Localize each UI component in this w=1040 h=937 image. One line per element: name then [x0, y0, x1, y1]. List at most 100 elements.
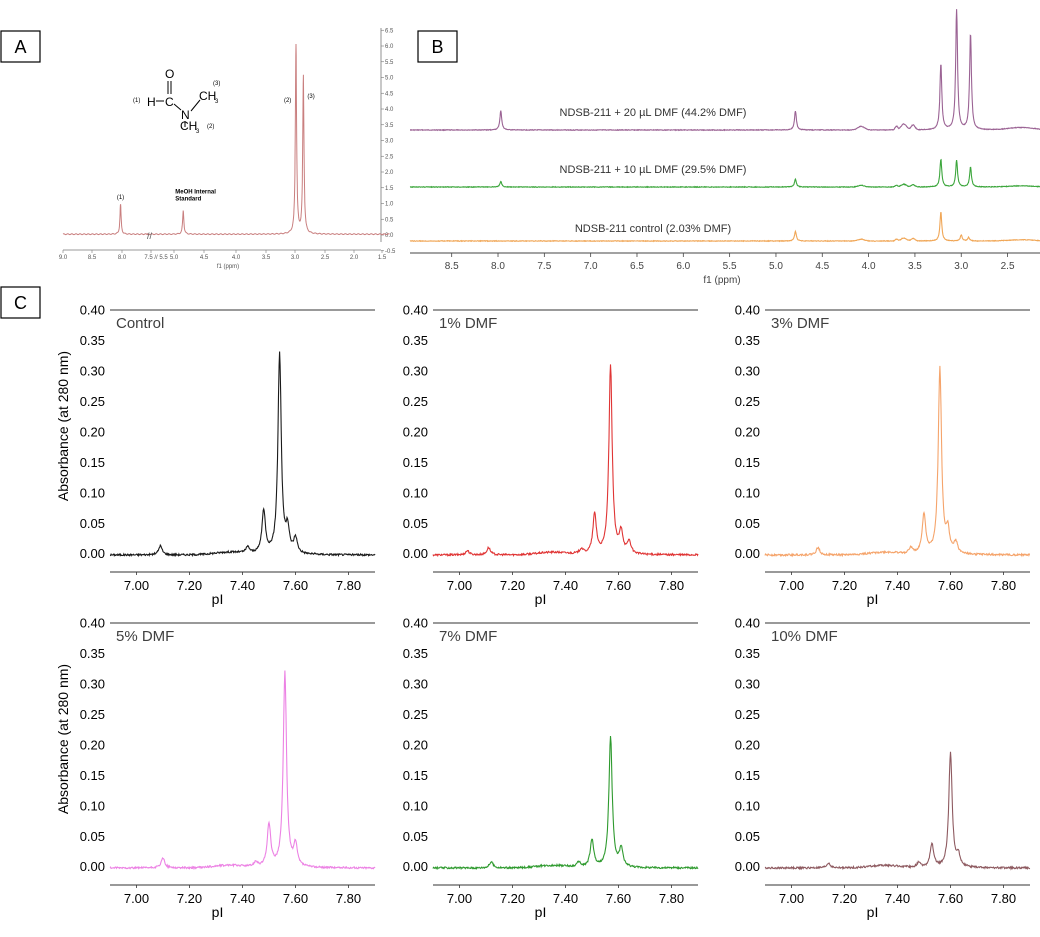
- b-series-label: NDSB-211 + 10 µL DMF (29.5% DMF): [560, 164, 747, 176]
- a-y-tick-label: 4.5: [385, 91, 394, 97]
- c-y-tick-label: 0.15: [735, 768, 760, 783]
- atom-n: N: [181, 108, 190, 122]
- a-peak-label: (3): [307, 94, 314, 100]
- c-x-tick-label: 7.60: [606, 578, 631, 593]
- panel-label-a: A: [0, 30, 41, 63]
- a-y-tick-label: 0.0: [385, 233, 394, 239]
- c-y-tick-label: 0.40: [80, 616, 105, 631]
- a-peak-label: (1): [117, 195, 124, 201]
- c-x-tick-label: 7.40: [553, 578, 578, 593]
- c-absorbance-line: [109, 670, 376, 871]
- panel-label-b: B: [417, 30, 458, 63]
- c-absorbance-line: [764, 365, 1031, 558]
- c-y-tick-label: 0.25: [403, 394, 428, 409]
- c-x-tick-label: 7.80: [991, 891, 1016, 906]
- c-x-tick-label: 7.20: [832, 891, 857, 906]
- c-subplot: 0.00 0.05 0.10 0.15 0.20 0.25 0.30 0.35 0.40 7.00…: [55, 303, 376, 607]
- b-series-label: NDSB-211 + 20 µL DMF (44.2% DMF): [560, 107, 747, 119]
- a-y-tick-label: 4.0: [385, 107, 394, 113]
- c-subplot-title: Control: [116, 315, 164, 332]
- c-y-tick-label: 0.15: [80, 455, 105, 470]
- c-y-tick-label: 0.10: [80, 798, 105, 813]
- c-x-axis-title: pI: [535, 904, 547, 920]
- c-y-tick-label: 0.00: [403, 546, 428, 561]
- atom-o: O: [165, 67, 174, 81]
- a-x-tick-label: 1.5: [378, 255, 387, 261]
- a-x-axis-title: f1 (ppm): [217, 264, 239, 270]
- panel-label-c: C: [0, 286, 41, 319]
- c-y-tick-label: 0.00: [735, 546, 760, 561]
- c-y-tick-label: 0.00: [403, 859, 428, 874]
- c-y-tick-label: 0.40: [403, 303, 428, 318]
- c-x-tick-label: 7.80: [659, 578, 684, 593]
- c-x-tick-label: 7.20: [177, 891, 202, 906]
- panel-letter-a: A: [14, 37, 26, 57]
- c-y-tick-label: 0.20: [735, 737, 760, 752]
- c-x-axis-title: pI: [535, 591, 547, 607]
- c-absorbance-line: [109, 351, 376, 558]
- panel-letter-b: B: [431, 37, 443, 57]
- c-subplot-title: 5% DMF: [116, 628, 174, 645]
- label-2: (2): [207, 124, 214, 130]
- c-y-tick-label: 0.30: [735, 676, 760, 691]
- b-x-tick-label: 8.5: [445, 261, 459, 272]
- c-y-tick-label: 0.20: [403, 424, 428, 439]
- b-x-tick-label: 5.0: [769, 261, 783, 272]
- c-x-tick-label: 7.80: [336, 891, 361, 906]
- c-subplot: 0.00 0.05 0.10 0.15 0.20 0.25 0.30 0.35 0.40 7.00…: [403, 616, 699, 920]
- c-y-tick-label: 0.35: [80, 333, 105, 348]
- c-absorbance-line: [764, 751, 1031, 871]
- b-spectrum-line: [409, 158, 1040, 189]
- panel-c-charts: 0.00 0.05 0.10 0.15 0.20 0.25 0.30 0.35 0.40 7.00…: [55, 303, 1031, 920]
- c-absorbance-line: [432, 735, 699, 871]
- a-x-tick-label: 4.5: [200, 255, 209, 261]
- c-x-tick-label: 7.00: [124, 891, 149, 906]
- c-x-tick-label: 7.80: [991, 578, 1016, 593]
- c-y-tick-label: 0.05: [735, 516, 760, 531]
- c-x-tick-label: 7.00: [779, 891, 804, 906]
- a-spectrum-line: [146, 43, 390, 236]
- a-x-tick-label: 8.5: [88, 255, 97, 261]
- c-y-tick-label: 0.20: [403, 737, 428, 752]
- c-y-axis-title: Absorbance (at 280 nm): [55, 664, 71, 814]
- label-1: (1): [133, 98, 140, 104]
- a-axis-break-mark: //: [147, 231, 153, 241]
- a-y-tick-label: 3.0: [385, 139, 394, 145]
- c-y-tick-label: 0.40: [735, 616, 760, 631]
- c-x-axis-title: pI: [212, 904, 224, 920]
- c-y-tick-label: 0.15: [735, 455, 760, 470]
- a-y-tick-label: 2.0: [385, 170, 394, 176]
- a-meoh-label: MeOH Internal: [175, 189, 216, 195]
- c-y-tick-label: 0.05: [403, 829, 428, 844]
- c-y-tick-label: 0.15: [403, 768, 428, 783]
- c-y-tick-label: 0.15: [403, 455, 428, 470]
- c-y-tick-label: 0.00: [80, 859, 105, 874]
- c-y-tick-label: 0.25: [735, 394, 760, 409]
- b-x-tick-label: 6.5: [630, 261, 644, 272]
- b-x-tick-label: 7.0: [584, 261, 598, 272]
- c-y-tick-label: 0.00: [80, 546, 105, 561]
- a-y-tick-label: 0.5: [385, 217, 394, 223]
- c-x-axis-title: pI: [212, 591, 224, 607]
- c-y-tick-label: 0.20: [735, 424, 760, 439]
- c-y-tick-label: 0.35: [80, 646, 105, 661]
- c-subplot: 0.00 0.05 0.10 0.15 0.20 0.25 0.30 0.35 0.40 7.00…: [735, 303, 1031, 607]
- panel-b-chart: 8.5 8.0 7.5 7.0 6.5 6.0 5.5 5.0 4.5 4.0 3.5 3.0 2.5 f…: [409, 9, 1040, 286]
- a-y-tick-label: 1.5: [385, 186, 394, 192]
- a-y-tick-label: 6.5: [385, 28, 394, 34]
- c-y-tick-label: 0.20: [80, 424, 105, 439]
- c-subplot: 0.00 0.05 0.10 0.15 0.20 0.25 0.30 0.35 0.40 7.00…: [55, 616, 376, 920]
- b-x-tick-label: 3.0: [954, 261, 968, 272]
- c-x-tick-label: 7.60: [938, 578, 963, 593]
- c-y-tick-label: 0.30: [80, 363, 105, 378]
- c-x-tick-label: 7.60: [283, 578, 308, 593]
- c-x-tick-label: 7.60: [283, 891, 308, 906]
- subscript-three-top: 3: [215, 99, 219, 105]
- a-spectrum-line: [62, 204, 149, 236]
- a-x-break-label: 7.5 // 5.5: [144, 255, 168, 261]
- c-y-tick-label: 0.35: [403, 646, 428, 661]
- a-x-tick-label: 2.5: [321, 255, 330, 261]
- c-y-tick-label: 0.40: [403, 616, 428, 631]
- c-x-tick-label: 7.00: [779, 578, 804, 593]
- c-y-tick-label: 0.05: [735, 829, 760, 844]
